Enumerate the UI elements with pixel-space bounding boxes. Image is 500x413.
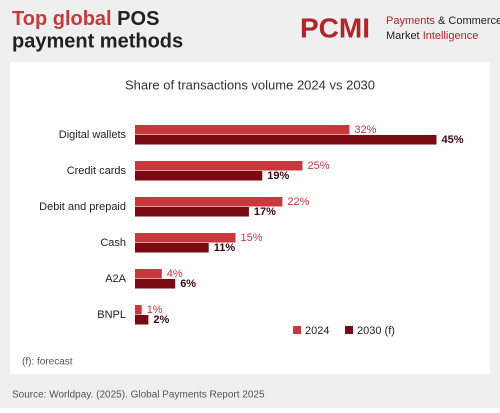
category-label: BNPL (97, 309, 126, 321)
bar (135, 161, 303, 171)
logo-text: Payments (386, 15, 435, 27)
legend-swatch (345, 326, 353, 334)
value-label: 1% (147, 304, 163, 316)
bar (135, 197, 283, 207)
bar (135, 233, 236, 243)
category-label: A2A (105, 273, 126, 285)
logo-text: Market (386, 30, 420, 42)
source: Source: Worldpay. (2025). Global Payment… (12, 390, 265, 401)
value-label: 6% (180, 278, 196, 290)
card (10, 62, 490, 374)
category-label: Digital wallets (59, 129, 127, 141)
bar (135, 171, 263, 181)
value-label: 11% (214, 242, 236, 254)
legend-swatch (293, 326, 301, 334)
bar (135, 269, 162, 279)
value-label: 4% (167, 268, 183, 280)
legend-label: 2024 (305, 325, 329, 337)
logo-text: Intelligence (423, 30, 479, 42)
value-label: 45% (442, 134, 464, 146)
bar (135, 135, 437, 145)
value-label: 15% (241, 232, 263, 244)
bar (135, 207, 249, 217)
logo-mark: PCMI (300, 12, 370, 43)
title-line2: payment methods (12, 30, 183, 52)
bar (135, 125, 350, 135)
value-label: 17% (254, 206, 276, 218)
bar (135, 305, 142, 315)
logo-line1: Payments & Commerce (386, 15, 500, 27)
value-label: 22% (287, 196, 309, 208)
logo-line2: Market Intelligence (386, 30, 478, 42)
chart-title: Share of transactions volume 2024 vs 203… (125, 77, 375, 92)
category-label: Credit cards (67, 165, 127, 177)
legend-label: 2030 (f) (357, 325, 395, 337)
title-highlight: Top global (12, 8, 112, 30)
title: Top global POS (12, 8, 159, 30)
logo-text: & Commerce (438, 15, 500, 27)
footnote: (f): forecast (22, 357, 73, 368)
category-label: Cash (100, 237, 126, 249)
title-rest: POS (117, 8, 159, 30)
value-label: 19% (267, 170, 289, 182)
category-label: Debit and prepaid (39, 201, 126, 213)
bar (135, 243, 209, 253)
bar (135, 279, 176, 289)
value-label: 25% (308, 160, 330, 172)
value-label: 32% (354, 124, 376, 136)
value-label: 2% (153, 314, 169, 326)
bar (135, 315, 149, 325)
